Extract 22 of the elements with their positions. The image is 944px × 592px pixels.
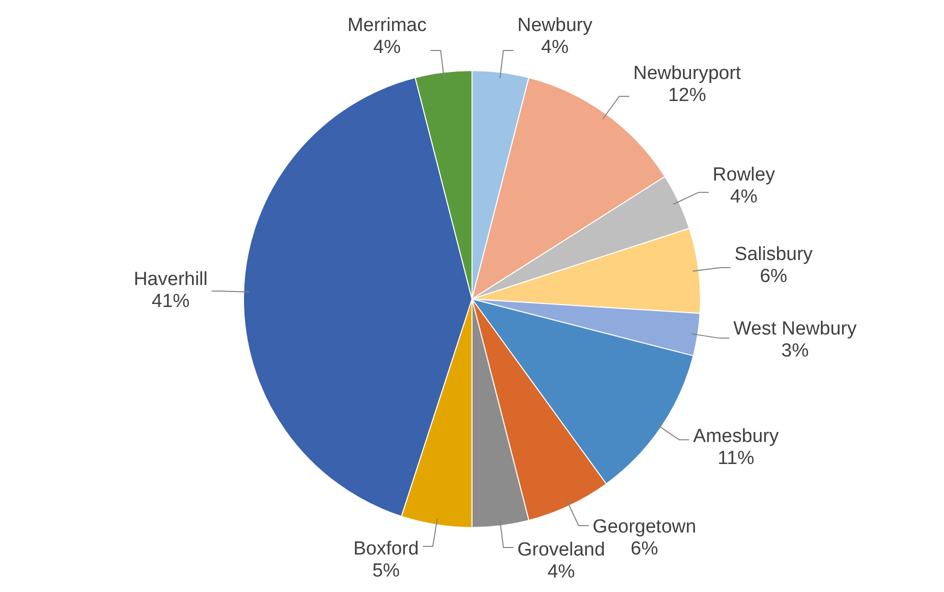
slice-label: Amesbury [693,426,780,447]
slice-label: Haverhill [134,268,208,290]
data-label: 4% [373,36,401,58]
slice-label: Rowley [712,164,776,186]
slice-label: Merrimac [347,14,427,36]
data-label: 6% [760,266,788,288]
data-label: 3% [781,340,809,362]
data-label: 4% [541,36,569,58]
data-label: 4% [547,562,576,583]
slice-label: Newburyport [633,63,742,84]
slice-label: Groveland [517,540,606,561]
data-label: 12% [668,85,706,106]
slice-label: Georgetown [592,516,696,538]
data-label: 11% [718,448,754,469]
slice-label: Salisbury [734,244,814,266]
data-label: 41% [152,290,190,312]
slice-label: Newbury [517,14,593,36]
data-label: 4% [730,186,758,208]
slice-label: West Newbury [733,318,858,340]
slice-label: Boxford [353,538,419,560]
data-label: 6% [630,538,658,560]
data-label: 5% [372,560,400,582]
